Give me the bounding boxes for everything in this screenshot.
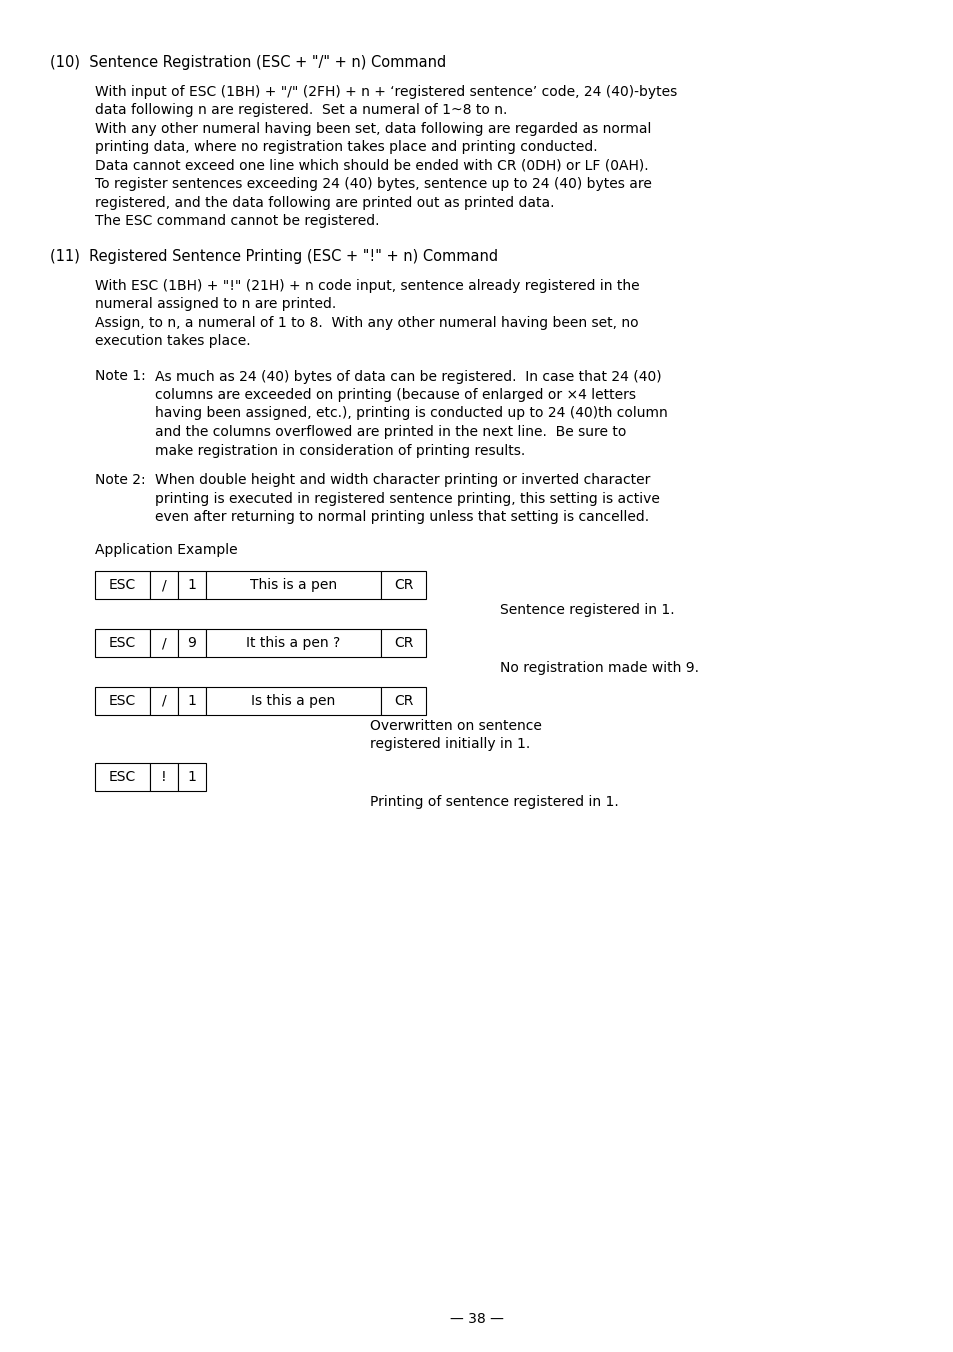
Bar (178, 571, 206, 599)
Text: — 38 —: — 38 — (450, 1311, 503, 1326)
Text: execution takes place.: execution takes place. (95, 334, 251, 349)
Bar (380, 571, 426, 599)
Text: With any other numeral having been set, data following are regarded as normal: With any other numeral having been set, … (95, 122, 651, 135)
Text: CR: CR (394, 579, 413, 592)
Text: /: / (161, 635, 166, 650)
Text: No registration made with 9.: No registration made with 9. (499, 661, 699, 675)
Bar (150, 571, 178, 599)
Text: registered initially in 1.: registered initially in 1. (370, 737, 530, 752)
Text: Is this a pen: Is this a pen (251, 694, 335, 708)
Text: numeral assigned to n are printed.: numeral assigned to n are printed. (95, 297, 335, 311)
Text: printing data, where no registration takes place and printing conducted.: printing data, where no registration tak… (95, 141, 597, 154)
Bar (178, 687, 206, 715)
Text: printing is executed in registered sentence printing, this setting is active: printing is executed in registered sente… (154, 492, 659, 506)
Text: Note 2:: Note 2: (95, 473, 154, 487)
Text: 1: 1 (188, 579, 196, 592)
Text: Note 1:: Note 1: (95, 369, 154, 384)
Text: /: / (161, 694, 166, 708)
Text: Data cannot exceed one line which should be ended with CR (0DH) or LF (0AH).: Data cannot exceed one line which should… (95, 158, 648, 173)
Bar (150, 764, 178, 791)
Text: even after returning to normal printing unless that setting is cancelled.: even after returning to normal printing … (154, 510, 648, 525)
Text: (10)  Sentence Registration (ESC + "/" + n) Command: (10) Sentence Registration (ESC + "/" + … (50, 55, 446, 70)
Bar (178, 764, 206, 791)
Text: ESC: ESC (109, 694, 136, 708)
Text: Printing of sentence registered in 1.: Printing of sentence registered in 1. (370, 795, 618, 810)
Text: It this a pen ?: It this a pen ? (246, 635, 340, 650)
Text: 9: 9 (188, 635, 196, 650)
Text: registered, and the data following are printed out as printed data.: registered, and the data following are p… (95, 196, 554, 210)
Text: 1: 1 (188, 771, 196, 784)
Text: The ESC command cannot be registered.: The ESC command cannot be registered. (95, 214, 379, 228)
Text: ESC: ESC (109, 771, 136, 784)
Text: (11)  Registered Sentence Printing (ESC + "!" + n) Command: (11) Registered Sentence Printing (ESC +… (50, 249, 497, 264)
Text: This is a pen: This is a pen (250, 579, 336, 592)
Text: To register sentences exceeding 24 (40) bytes, sentence up to 24 (40) bytes are: To register sentences exceeding 24 (40) … (95, 177, 651, 191)
Text: columns are exceeded on printing (because of enlarged or ×4 letters: columns are exceeded on printing (becaus… (154, 388, 636, 402)
Bar (150, 629, 178, 657)
Text: Application Example: Application Example (95, 544, 237, 557)
Text: CR: CR (394, 635, 413, 650)
Text: /: / (161, 579, 166, 592)
Text: As much as 24 (40) bytes of data can be registered.  In case that 24 (40): As much as 24 (40) bytes of data can be … (154, 369, 661, 384)
Text: 1: 1 (188, 694, 196, 708)
Text: Overwritten on sentence: Overwritten on sentence (370, 719, 541, 733)
Text: make registration in consideration of printing results.: make registration in consideration of pr… (154, 443, 525, 457)
Bar (206, 687, 380, 715)
Bar (95, 764, 150, 791)
Text: When double height and width character printing or inverted character: When double height and width character p… (154, 473, 650, 487)
Text: ESC: ESC (109, 635, 136, 650)
Bar (178, 629, 206, 657)
Bar (95, 629, 150, 657)
Text: !: ! (161, 771, 167, 784)
Bar (150, 687, 178, 715)
Bar (380, 687, 426, 715)
Text: With input of ESC (1BH) + "/" (2FH) + n + ‘registered sentence’ code, 24 (40)-by: With input of ESC (1BH) + "/" (2FH) + n … (95, 85, 677, 99)
Text: having been assigned, etc.), printing is conducted up to 24 (40)th column: having been assigned, etc.), printing is… (154, 407, 667, 420)
Text: Sentence registered in 1.: Sentence registered in 1. (499, 603, 674, 617)
Bar (206, 629, 380, 657)
Bar (206, 571, 380, 599)
Text: and the columns overflowed are printed in the next line.  Be sure to: and the columns overflowed are printed i… (154, 425, 626, 439)
Text: data following n are registered.  Set a numeral of 1~8 to n.: data following n are registered. Set a n… (95, 103, 507, 118)
Text: CR: CR (394, 694, 413, 708)
Bar (380, 629, 426, 657)
Text: Assign, to n, a numeral of 1 to 8.  With any other numeral having been set, no: Assign, to n, a numeral of 1 to 8. With … (95, 316, 638, 330)
Text: ESC: ESC (109, 579, 136, 592)
Bar (95, 571, 150, 599)
Text: With ESC (1BH) + "!" (21H) + n code input, sentence already registered in the: With ESC (1BH) + "!" (21H) + n code inpu… (95, 279, 639, 293)
Bar (95, 687, 150, 715)
